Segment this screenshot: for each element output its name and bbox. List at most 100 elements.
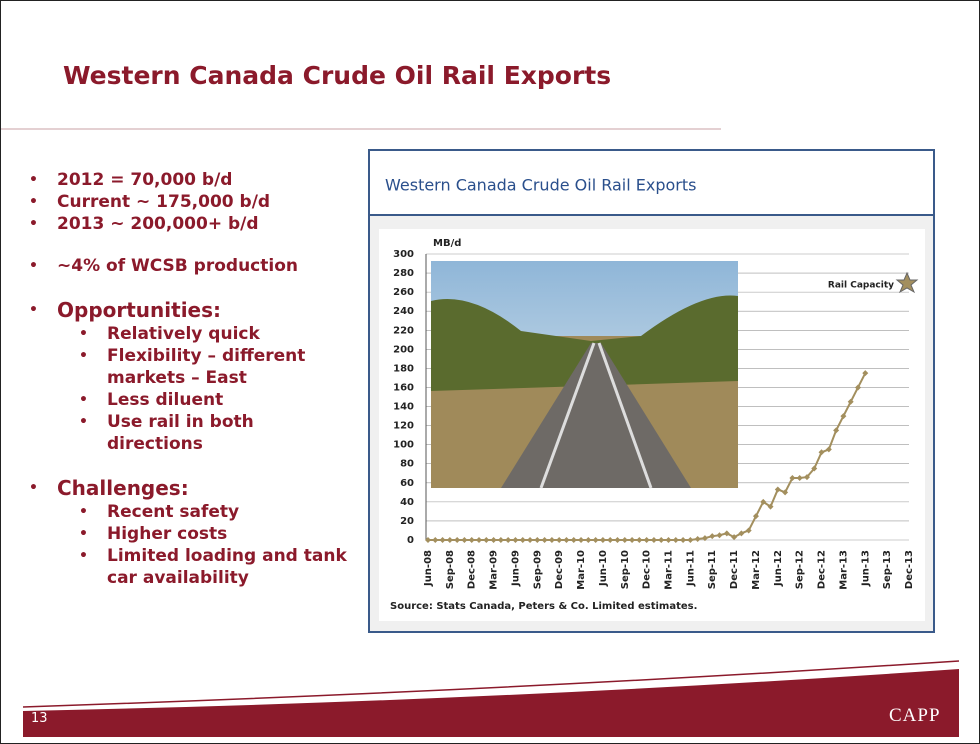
y-tick-label: 280: [393, 268, 414, 279]
marker: [840, 413, 847, 420]
marker: [527, 537, 534, 543]
photo: [431, 261, 738, 489]
x-tick-label: Mar-11: [664, 550, 675, 590]
marker: [497, 537, 504, 543]
annotation: Rail Capacity: [828, 281, 894, 291]
bullet: Use rail in both directions: [29, 411, 349, 455]
y-axis-label: MB/d: [433, 238, 461, 249]
y-tick-label: 220: [393, 325, 414, 336]
marker: [803, 474, 810, 481]
marker: [592, 537, 599, 543]
x-tick-label: Sep-08: [445, 550, 456, 589]
x-tick-label: Mar-09: [489, 550, 500, 590]
marker: [752, 513, 759, 520]
marker: [476, 537, 483, 543]
bullet: Relatively quick: [29, 323, 349, 345]
x-tick-label: Sep-10: [620, 550, 631, 589]
marker: [745, 527, 752, 534]
y-tick-label: 180: [393, 363, 414, 374]
slide-title: Western Canada Crude Oil Rail Exports: [63, 61, 612, 90]
source: Source: Stats Canada, Peters & Co. Limit…: [390, 601, 697, 612]
y-tick-label: 80: [400, 459, 414, 470]
marker: [556, 537, 563, 543]
bullet: ~4% of WCSB production: [29, 255, 349, 277]
marker: [541, 537, 548, 543]
marker: [643, 537, 650, 543]
marker: [512, 537, 519, 543]
marker: [578, 537, 585, 543]
bullet: Recent safety: [29, 501, 349, 523]
marker: [701, 535, 708, 542]
page-number: 13: [31, 711, 48, 726]
marker: [585, 537, 592, 543]
x-tick-label: Jun-10: [598, 550, 609, 587]
marker: [563, 537, 570, 543]
marker: [505, 537, 512, 543]
marker: [796, 475, 803, 482]
x-tick-label: Jun-08: [423, 550, 434, 587]
marker: [854, 384, 861, 391]
marker: [614, 537, 621, 543]
marker: [650, 537, 657, 543]
marker: [629, 537, 636, 543]
marker: [774, 486, 781, 493]
y-tick-label: 40: [400, 497, 414, 508]
marker: [818, 449, 825, 456]
marker: [621, 537, 628, 543]
bullet: Flexibility – different markets – East: [29, 345, 349, 389]
y-tick-label: 120: [393, 421, 414, 432]
x-tick-label: Dec-09: [554, 550, 565, 589]
bullet: Less diluent: [29, 389, 349, 411]
y-tick-label: 200: [393, 344, 414, 355]
x-tick-label: Sep-12: [795, 550, 806, 589]
y-tick-label: 160: [393, 382, 414, 393]
x-tick-label: Sep-13: [882, 550, 893, 589]
marker: [738, 530, 745, 537]
x-tick-label: Jun-13: [860, 550, 871, 587]
bullet: Higher costs: [29, 523, 349, 545]
marker: [446, 537, 453, 543]
marker: [432, 537, 439, 543]
marker: [709, 533, 716, 540]
x-tick-label: Sep-09: [532, 550, 543, 589]
y-tick-label: 100: [393, 440, 414, 451]
marker: [483, 537, 490, 543]
bullet: Limited loading and tank car availabilit…: [29, 545, 349, 589]
marker: [716, 532, 723, 539]
marker: [548, 537, 555, 543]
marker: [665, 537, 672, 543]
y-tick-label: 0: [407, 535, 414, 546]
marker: [789, 475, 796, 482]
marker: [454, 537, 461, 543]
x-tick-label: Mar-10: [576, 550, 587, 590]
marker: [760, 498, 767, 505]
marker: [439, 537, 446, 543]
x-tick-label: Dec-13: [904, 550, 915, 589]
marker: [636, 537, 643, 543]
x-tick-label: Mar-13: [838, 550, 849, 590]
marker: [833, 427, 840, 434]
x-tick-label: Dec-12: [817, 550, 828, 589]
bullet-list: 2012 = 70,000 b/dCurrent ~ 175,000 b/d20…: [29, 169, 349, 589]
y-tick-label: 300: [393, 249, 414, 260]
marker: [425, 537, 431, 543]
y-tick-label: 20: [400, 516, 414, 527]
marker: [825, 446, 832, 453]
marker: [723, 530, 730, 537]
marker: [862, 370, 869, 377]
x-tick-label: Jun-09: [510, 550, 521, 587]
marker: [599, 537, 606, 543]
y-tick-label: 240: [393, 306, 414, 317]
bullet: Challenges:: [29, 475, 349, 501]
x-tick-label: Dec-10: [642, 550, 653, 589]
marker: [658, 537, 665, 543]
marker: [767, 503, 774, 510]
bullet: Current ~ 175,000 b/d: [29, 191, 349, 213]
marker: [519, 537, 526, 543]
y-tick-label: 260: [393, 287, 414, 298]
marker: [731, 534, 738, 541]
y-tick-label: 140: [393, 402, 414, 413]
